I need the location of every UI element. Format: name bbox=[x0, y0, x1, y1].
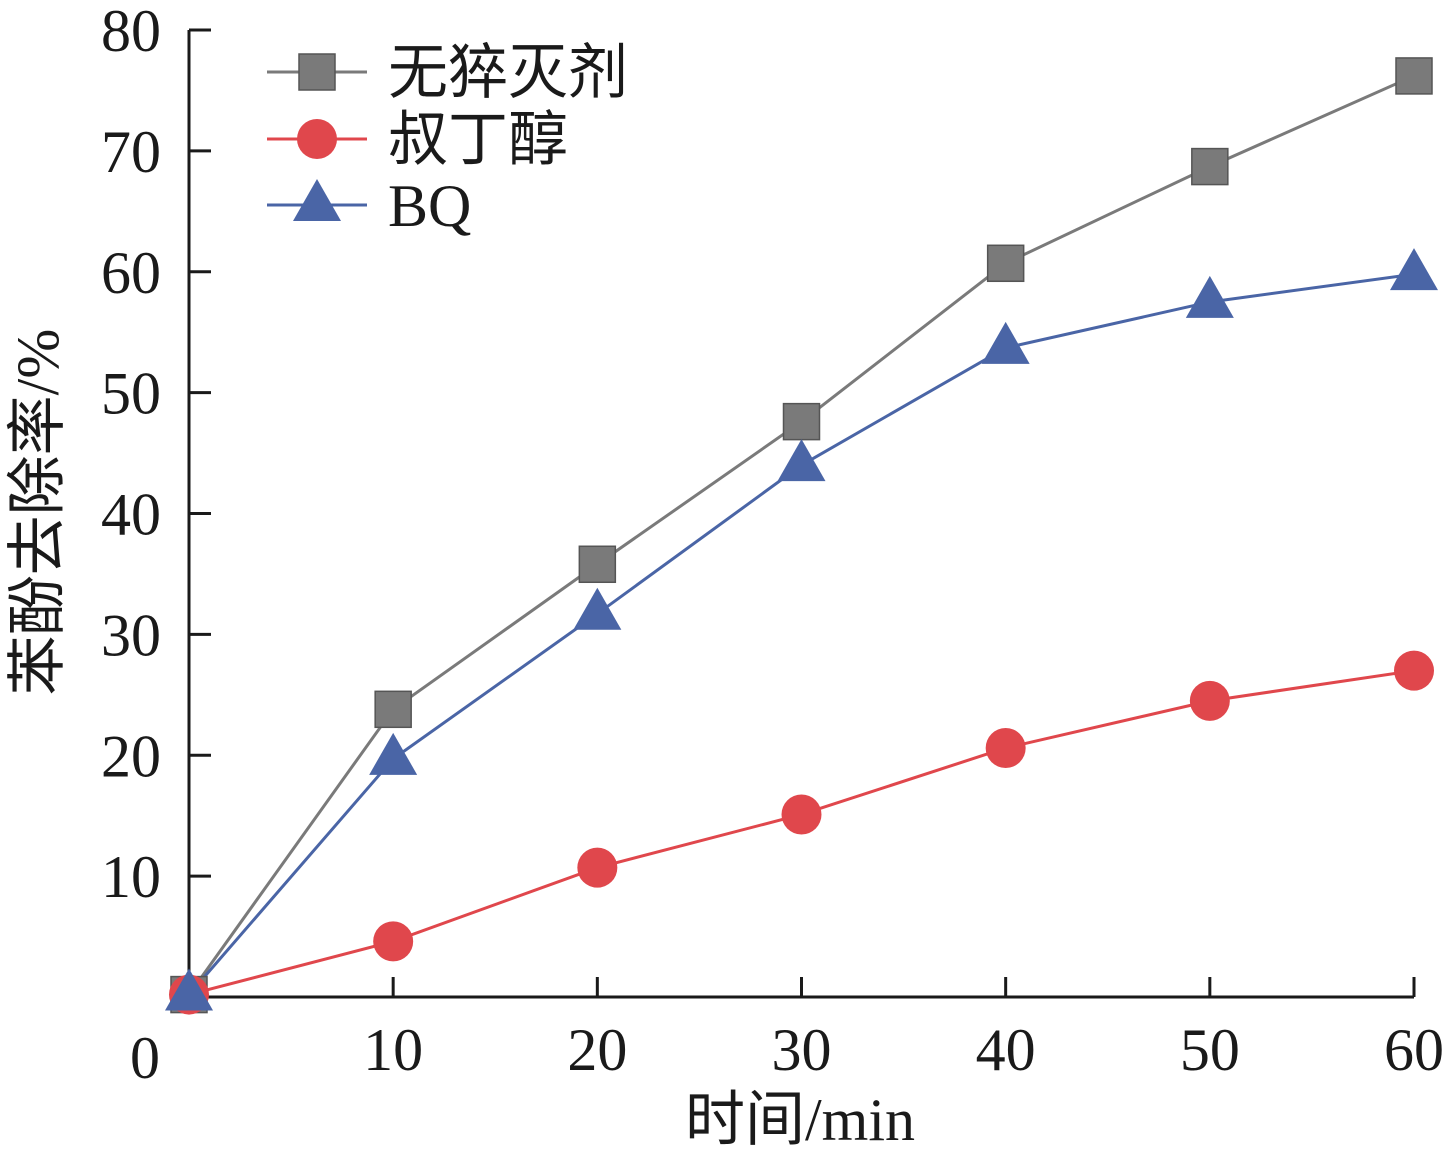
legend-label: 叔丁醇 bbox=[388, 107, 568, 173]
legend-marker-triangle bbox=[293, 178, 341, 221]
y-tick-label: 50 bbox=[101, 361, 161, 427]
data-point-square bbox=[1395, 57, 1433, 95]
legend-label: 无猝灭剂 bbox=[388, 40, 628, 106]
y-tick-label: 30 bbox=[101, 602, 161, 668]
series-line-square bbox=[187, 74, 1415, 996]
y-tick-label: 70 bbox=[101, 119, 161, 185]
series-lines bbox=[187, 74, 1415, 997]
x-tick-label: 40 bbox=[976, 1017, 1036, 1083]
x-axis-title: 时间/min bbox=[685, 1087, 915, 1153]
data-point-square bbox=[1191, 147, 1229, 186]
x-tick-label: 60 bbox=[1384, 1017, 1444, 1083]
legend-marker-circle bbox=[297, 119, 337, 159]
data-point-triangle bbox=[1390, 248, 1438, 291]
data-point-triangle bbox=[777, 439, 826, 482]
data-point-triangle bbox=[369, 732, 418, 775]
x-tick-label: 10 bbox=[363, 1017, 423, 1083]
data-point-circle bbox=[1394, 650, 1434, 691]
data-point-triangle bbox=[981, 321, 1030, 364]
y-tick-label: 80 bbox=[101, 0, 161, 64]
legend-marker-square bbox=[298, 53, 336, 91]
series-markers bbox=[165, 57, 1438, 1015]
x-tick-label: 20 bbox=[567, 1017, 627, 1083]
axes: 10 20 30 40 50 60 70 80 0 10 20 30 40 50 60 bbox=[101, 0, 1444, 1091]
data-point-triangle bbox=[165, 968, 213, 1011]
data-point-circle bbox=[373, 921, 414, 962]
x-tick-label: 50 bbox=[1180, 1017, 1240, 1083]
data-point-triangle bbox=[573, 587, 622, 630]
legend-label: BQ bbox=[388, 173, 471, 239]
data-point-circle bbox=[577, 847, 618, 888]
data-point-circle bbox=[985, 727, 1026, 768]
data-point-square bbox=[782, 402, 821, 441]
x-tick-label: 30 bbox=[772, 1017, 832, 1083]
data-point-square bbox=[578, 545, 617, 584]
data-point-triangle bbox=[1185, 275, 1234, 318]
series-line-triangle bbox=[187, 272, 1415, 996]
data-point-circle bbox=[1189, 680, 1230, 721]
data-point-square bbox=[374, 690, 412, 729]
data-point-circle bbox=[781, 794, 822, 835]
x-tick-label: 0 bbox=[130, 1025, 160, 1091]
y-tick-label: 60 bbox=[101, 240, 161, 306]
y-axis-title: 苯酚去除率/% bbox=[5, 329, 71, 696]
y-tick-label: 40 bbox=[101, 482, 161, 548]
data-point-square bbox=[986, 244, 1025, 283]
y-tick-label: 20 bbox=[101, 723, 161, 789]
y-tick-label: 10 bbox=[101, 844, 161, 910]
